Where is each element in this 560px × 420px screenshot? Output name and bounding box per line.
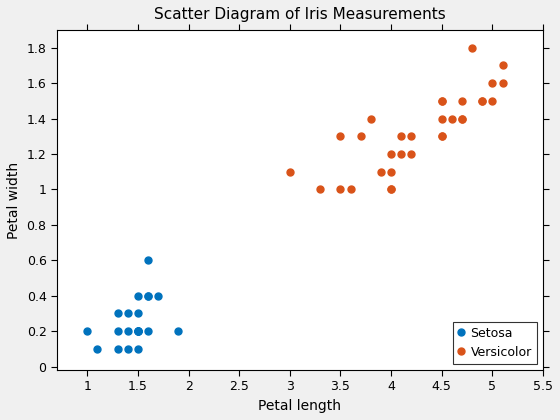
Versicolor [459,98,465,103]
Versicolor [438,116,445,121]
Setosa [134,328,141,333]
Setosa [155,293,161,298]
Setosa [134,293,141,298]
Versicolor [398,152,405,157]
Versicolor [337,187,344,192]
Versicolor [449,116,455,121]
Versicolor [367,116,374,121]
Setosa [144,293,151,298]
Versicolor [479,98,486,103]
Line: Setosa: Setosa [84,257,182,352]
Versicolor [438,98,445,103]
Versicolor [438,134,445,139]
Legend: Setosa, Versicolor: Setosa, Versicolor [453,322,537,364]
Versicolor [388,187,394,192]
Setosa [124,346,131,352]
Setosa [134,346,141,352]
Versicolor [287,169,293,174]
Setosa [114,311,121,316]
Y-axis label: Petal width: Petal width [7,162,21,239]
Title: Scatter Diagram of Iris Measurements: Scatter Diagram of Iris Measurements [154,7,446,22]
Setosa [144,258,151,263]
Versicolor [317,187,324,192]
Setosa [134,328,141,333]
Setosa [114,328,121,333]
Setosa [134,328,141,333]
Versicolor [438,98,445,103]
Setosa [114,346,121,352]
Versicolor [438,134,445,139]
Setosa [175,328,182,333]
Versicolor [408,134,415,139]
Versicolor [357,134,364,139]
Setosa [124,328,131,333]
Setosa [124,311,131,316]
Setosa [134,311,141,316]
Versicolor [388,169,394,174]
Setosa [144,328,151,333]
Versicolor [377,169,384,174]
Versicolor [479,98,486,103]
Versicolor [408,152,415,157]
Versicolor [459,116,465,121]
Versicolor [398,134,405,139]
Versicolor [489,98,496,103]
Setosa [144,293,151,298]
Versicolor [489,81,496,86]
Versicolor [469,45,475,50]
Setosa [134,328,141,333]
Versicolor [337,134,344,139]
Versicolor [499,63,506,68]
Versicolor [388,187,394,192]
Setosa [84,328,91,333]
Setosa [94,346,101,352]
X-axis label: Petal length: Petal length [259,399,342,413]
Versicolor [499,81,506,86]
Versicolor [347,187,354,192]
Line: Versicolor: Versicolor [286,44,506,193]
Versicolor [388,152,394,157]
Versicolor [459,116,465,121]
